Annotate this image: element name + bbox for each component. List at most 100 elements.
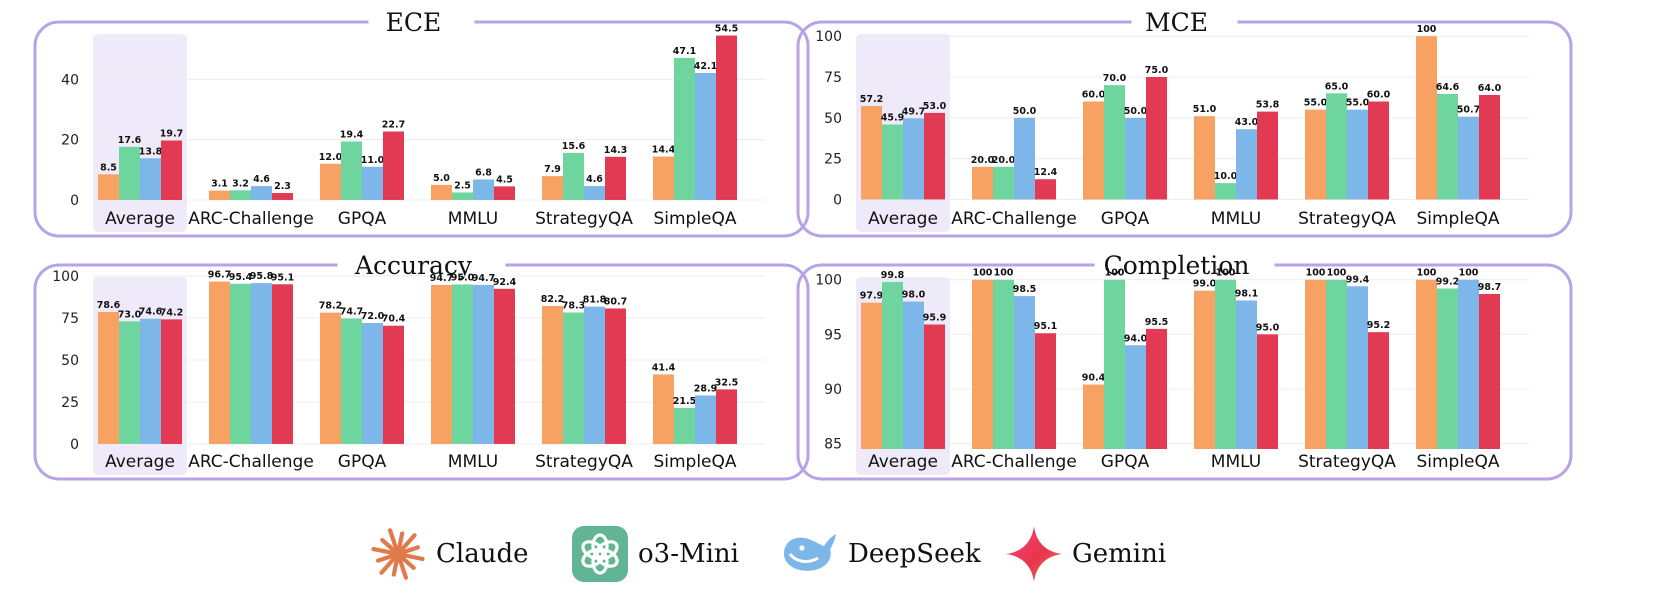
completion-bar-deepseek-strategyqa [1347, 286, 1368, 449]
ece-label-gemini-average: 19.7 [160, 129, 183, 140]
accuracy-xtick-strategyqa: StrategyQA [535, 452, 633, 472]
ece-label-gemini-mmlu: 4.5 [496, 174, 513, 185]
completion-bar-o3-mini-arc-challenge [993, 279, 1014, 449]
ece-title: ECE [386, 8, 442, 37]
legend-label-deepseek: DeepSeek [848, 539, 981, 569]
ece-chart: ECE 0 20 40 8.5 3.1 12.0 5.0 7.9 14.4 17.6 3.2 19.4 2… [33, 8, 810, 238]
mce-label-claude-gpqa: 60.0 [1082, 89, 1106, 100]
ece-label-o3-mini-mmlu: 2.5 [454, 180, 471, 191]
completion-title: Completion [1104, 251, 1250, 280]
completion-bar-claude-simpleqa [1416, 279, 1437, 449]
completion-xtick-simpleqa: SimpleQA [1416, 452, 1499, 472]
mce-label-gemini-mmlu: 53.8 [1256, 100, 1280, 111]
accuracy-label-o3-mini-average: 73.0 [118, 309, 142, 320]
mce-bar-claude-simpleqa [1416, 36, 1437, 200]
ece-label-gemini-simpleqa: 54.5 [715, 24, 738, 35]
mce-title: MCE [1145, 8, 1208, 37]
completion-bar-claude-mmlu [1194, 290, 1215, 449]
accuracy-xtick-mmlu: MMLU [448, 452, 498, 472]
accuracy-label-o3-mini-simpleqa: 21.5 [673, 396, 696, 407]
mce-label-o3-mini-arc-challenge: 20.0 [992, 155, 1016, 166]
ece-bar-claude-strategyqa [542, 176, 563, 200]
completion-label-deepseek-arc-challenge: 98.5 [1013, 284, 1036, 295]
completion-bar-gemini-mmlu [1257, 334, 1278, 449]
completion-bar-gemini-average [924, 324, 945, 449]
completion-xtick-strategyqa: StrategyQA [1298, 452, 1396, 472]
accuracy-label-deepseek-mmlu: 94.7 [472, 273, 495, 284]
accuracy-bar-claude-strategyqa [542, 305, 563, 444]
legend-label-o3-mini: o3-Mini [638, 539, 739, 569]
completion-bar-gemini-gpqa [1146, 328, 1167, 449]
accuracy-bar-gemini-simpleqa [716, 389, 737, 444]
completion-label-gemini-arc-challenge: 95.1 [1034, 321, 1057, 332]
mce-bar-gemini-arc-challenge [1035, 179, 1056, 200]
completion-label-deepseek-gpqa: 94.0 [1124, 333, 1148, 344]
completion-bar-deepseek-simpleqa [1458, 279, 1479, 449]
ece-ytick-0: 0 [70, 193, 79, 209]
accuracy-label-gemini-arc-challenge: 95.1 [271, 272, 294, 283]
ece-xtick-strategyqa: StrategyQA [535, 209, 633, 229]
accuracy-bar-o3-mini-simpleqa [674, 407, 695, 444]
accuracy-bar-o3-mini-mmlu [452, 284, 473, 444]
completion-bar-o3-mini-mmlu [1215, 279, 1236, 449]
legend-item-gemini: Gemini [1004, 526, 1166, 582]
ece-bar-claude-mmlu [431, 184, 452, 200]
gemini-sparkle-shape [1006, 526, 1062, 582]
completion-ytick-95: 95 [824, 327, 842, 343]
ece-bar-deepseek-arc-challenge [251, 186, 272, 200]
accuracy-label-o3-mini-mmlu: 95.0 [451, 272, 475, 283]
mce-bar-o3-mini-average [882, 124, 903, 200]
ece-label-o3-mini-average: 17.6 [118, 135, 142, 146]
accuracy-bar-claude-gpqa [320, 312, 341, 444]
ece-xtick-arc-challenge: ARC-Challenge [188, 209, 314, 229]
accuracy-label-gemini-gpqa: 70.4 [382, 314, 406, 325]
mce-label-gemini-simpleqa: 64.0 [1478, 83, 1502, 94]
mce-label-gemini-arc-challenge: 12.4 [1034, 167, 1058, 178]
mce-label-o3-mini-strategyqa: 65.0 [1325, 81, 1349, 92]
completion-bar-gemini-strategyqa [1368, 332, 1389, 449]
completion-label-deepseek-average: 98.0 [902, 290, 926, 301]
ece-label-gemini-gpqa: 22.7 [382, 119, 405, 130]
completion-label-o3-mini-mmlu: 100 [1216, 268, 1236, 279]
completion-bar-o3-mini-simpleqa [1437, 288, 1458, 449]
ece-ytick-20: 20 [61, 133, 79, 149]
ece-xtick-average: Average [105, 209, 175, 229]
completion-bar-o3-mini-gpqa [1104, 279, 1125, 449]
completion-label-gemini-mmlu: 95.0 [1256, 322, 1280, 333]
ece-label-o3-mini-simpleqa: 47.1 [673, 46, 696, 57]
mce-bar-gemini-simpleqa [1479, 94, 1500, 200]
ece-bar-deepseek-strategyqa [584, 186, 605, 200]
accuracy-bar-o3-mini-average [119, 321, 140, 444]
legend-label-claude: Claude [436, 539, 529, 569]
completion-chart-panel: Completion 85 90 95 100 97.9 100 90.4 99.0 100 100… [796, 251, 1573, 481]
completion-label-claude-mmlu: 99.0 [1193, 279, 1217, 290]
mce-bar-gemini-average [924, 112, 945, 200]
accuracy-label-o3-mini-gpqa: 74.7 [340, 307, 363, 318]
mce-ytick-75: 75 [824, 70, 842, 86]
ece-bar-claude-simpleqa [653, 156, 674, 200]
completion-label-o3-mini-arc-challenge: 100 [994, 268, 1014, 279]
ece-xtick-gpqa: GPQA [338, 209, 387, 229]
o3-icon-knot [581, 533, 619, 575]
ece-bar-deepseek-simpleqa [695, 72, 716, 200]
mce-bar-gemini-gpqa [1146, 76, 1167, 200]
completion-bar-claude-strategyqa [1305, 279, 1326, 449]
legend-item-o3-mini: o3-Mini [570, 526, 739, 582]
ece-bar-gemini-average [161, 140, 182, 200]
completion-xtick-arc-challenge: ARC-Challenge [951, 452, 1077, 472]
mce-label-o3-mini-average: 45.9 [881, 113, 904, 124]
mce-xtick-gpqa: GPQA [1101, 209, 1150, 229]
completion-label-o3-mini-strategyqa: 100 [1327, 268, 1347, 279]
ece-xtick-simpleqa: SimpleQA [653, 209, 736, 229]
ece-bar-gemini-strategyqa [605, 156, 626, 200]
accuracy-bar-claude-arc-challenge [209, 281, 230, 444]
mce-ytick-100: 100 [815, 29, 842, 45]
openai-knot-icon [570, 524, 630, 584]
ece-bar-gemini-gpqa [383, 131, 404, 200]
accuracy-xtick-arc-challenge: ARC-Challenge [188, 452, 314, 472]
completion-label-gemini-simpleqa: 98.7 [1478, 282, 1501, 293]
mce-chart: MCE 0 25 50 75 100 57.2 20.0 60.0 51.0 55.0 100 45.9… [796, 8, 1573, 238]
completion-label-gemini-average: 95.9 [923, 313, 946, 324]
completion-label-o3-mini-simpleqa: 99.2 [1436, 276, 1459, 287]
